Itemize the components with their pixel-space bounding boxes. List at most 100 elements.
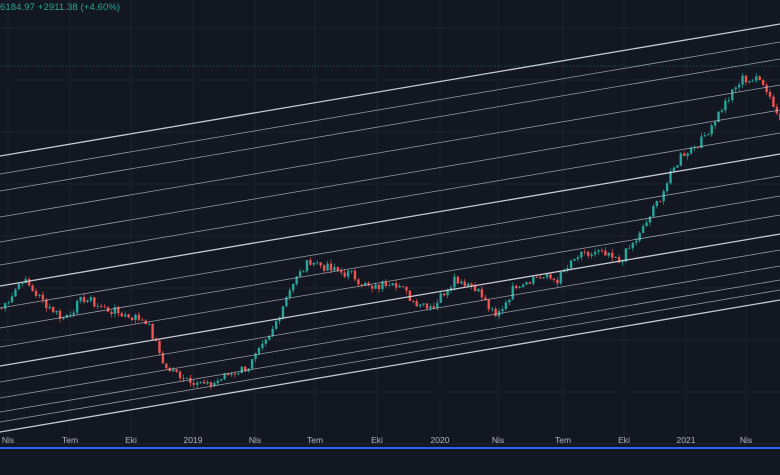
candle-down bbox=[470, 283, 473, 286]
channel-lines[interactable] bbox=[0, 23, 780, 433]
candle-down bbox=[758, 76, 761, 80]
candle-up bbox=[199, 381, 202, 383]
candle-down bbox=[659, 201, 662, 202]
channel-line-14 bbox=[0, 41, 780, 175]
candle-up bbox=[79, 297, 82, 301]
candle-down bbox=[192, 382, 195, 385]
channel-line-3 bbox=[0, 265, 780, 399]
candle-up bbox=[727, 99, 731, 101]
candle-up bbox=[532, 276, 535, 284]
candle-up bbox=[624, 248, 628, 262]
bottom-panel bbox=[0, 449, 780, 470]
candle-up bbox=[542, 277, 545, 279]
x-tick-label: Nis bbox=[249, 435, 261, 445]
candle-up bbox=[75, 300, 79, 313]
candle-up bbox=[734, 87, 737, 90]
candle-down bbox=[583, 251, 586, 253]
candle-down bbox=[617, 257, 621, 263]
candle-up bbox=[466, 283, 470, 286]
candle-up bbox=[220, 379, 223, 381]
candle-down bbox=[343, 272, 346, 277]
candle-down bbox=[761, 79, 765, 85]
candle-up bbox=[707, 134, 710, 136]
candle-up bbox=[521, 284, 525, 287]
candle-up bbox=[504, 302, 508, 310]
candle-up bbox=[48, 306, 51, 309]
candle-down bbox=[405, 286, 408, 291]
candle-up bbox=[672, 167, 676, 172]
candle-down bbox=[587, 251, 590, 256]
candle-up bbox=[511, 285, 514, 300]
candle-down bbox=[473, 285, 477, 292]
candle-up bbox=[254, 353, 257, 360]
candle-down bbox=[137, 314, 141, 320]
candle-up bbox=[449, 287, 453, 291]
candle-up bbox=[490, 308, 494, 310]
candle-up bbox=[295, 276, 298, 284]
channel-line-11 bbox=[0, 109, 780, 243]
candle-down bbox=[538, 277, 542, 279]
candle-up bbox=[638, 232, 641, 241]
candle-down bbox=[58, 310, 62, 319]
candle-down bbox=[360, 284, 364, 286]
candle-down bbox=[456, 276, 460, 284]
candle-up bbox=[679, 153, 683, 166]
candle-up bbox=[257, 347, 261, 354]
candle-up bbox=[645, 222, 648, 227]
candle-down bbox=[552, 278, 556, 280]
candle-up bbox=[621, 261, 624, 263]
candle-down bbox=[31, 285, 34, 291]
candle-up bbox=[21, 283, 24, 285]
candle-up bbox=[381, 281, 384, 290]
price-change: +2911.38 bbox=[37, 2, 78, 13]
candle-down bbox=[99, 305, 103, 307]
candle-up bbox=[429, 306, 432, 309]
candle-down bbox=[178, 371, 182, 379]
candle-down bbox=[27, 279, 31, 286]
candle-down bbox=[696, 147, 700, 149]
candle-up bbox=[374, 284, 377, 289]
candle-up bbox=[635, 240, 638, 243]
candle-up bbox=[346, 270, 350, 277]
candle-up bbox=[590, 254, 593, 256]
candle-down bbox=[487, 299, 490, 310]
candle-up bbox=[446, 290, 449, 296]
candle-down bbox=[226, 373, 230, 375]
candle-up bbox=[652, 206, 655, 217]
candle-down bbox=[41, 294, 45, 300]
candle-down bbox=[189, 377, 192, 383]
candle-up bbox=[278, 317, 281, 322]
candle-up bbox=[147, 324, 151, 325]
candle-up bbox=[648, 216, 652, 223]
x-tick-label: Nis bbox=[2, 435, 14, 445]
candle-up bbox=[213, 383, 216, 387]
candle-up bbox=[751, 80, 755, 82]
candle-down bbox=[233, 373, 237, 375]
time-axis-accent-bar bbox=[0, 447, 780, 449]
candle-up bbox=[274, 321, 278, 329]
candle-down bbox=[370, 285, 374, 289]
candle-up bbox=[717, 111, 720, 122]
candle-down bbox=[127, 314, 130, 318]
channel-line-2 bbox=[0, 279, 780, 413]
candle-up bbox=[268, 336, 271, 340]
candle-up bbox=[559, 272, 562, 284]
candle-up bbox=[391, 283, 394, 286]
candle-down bbox=[535, 276, 538, 278]
candle-down bbox=[683, 153, 686, 157]
candle-down bbox=[117, 307, 120, 314]
candle-up bbox=[689, 147, 693, 154]
candle-up bbox=[563, 270, 566, 273]
candle-up bbox=[185, 377, 189, 379]
candle-down bbox=[463, 281, 466, 286]
price-fragment: 6184.97 bbox=[0, 2, 36, 13]
candle-down bbox=[480, 289, 484, 298]
candle-up bbox=[172, 369, 175, 372]
candle-up bbox=[607, 252, 610, 256]
candle-up bbox=[302, 271, 305, 273]
candle-up bbox=[350, 270, 353, 272]
channel-line-15 bbox=[0, 23, 780, 157]
x-tick-label: Eki bbox=[125, 435, 137, 445]
